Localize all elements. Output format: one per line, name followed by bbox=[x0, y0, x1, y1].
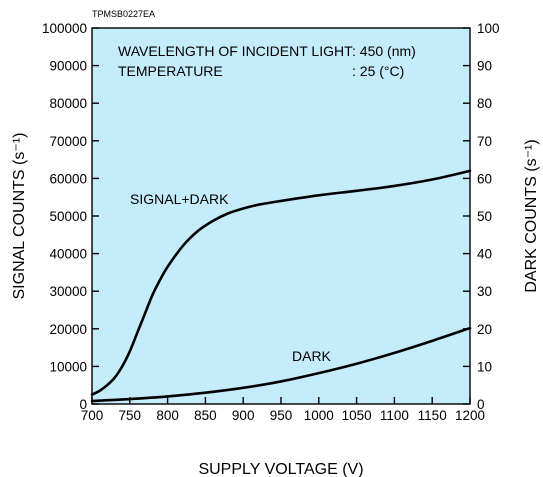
y-axis-right-title: DARK COUNTS (s⁻¹) bbox=[523, 139, 540, 292]
series-line-signal-dark bbox=[90, 169, 472, 396]
y-left-tick-label: 70000 bbox=[49, 134, 87, 149]
series-label-dark: DARK bbox=[292, 348, 332, 364]
y-left-tick-label: 60000 bbox=[49, 171, 87, 186]
y-left-tick-label: 0 bbox=[79, 397, 87, 412]
y-right-tick-label: 70 bbox=[477, 134, 492, 149]
y-axis-left-title: SIGNAL COUNTS (s⁻¹) bbox=[11, 133, 28, 300]
x-tick-label: 950 bbox=[270, 408, 293, 423]
y-left-tick-label: 20000 bbox=[49, 322, 87, 337]
x-tick-label: 850 bbox=[194, 408, 217, 423]
series-line-dark bbox=[90, 326, 472, 403]
y-right-tick-label: 60 bbox=[477, 171, 492, 186]
y-right-tick-label: 0 bbox=[477, 397, 485, 412]
y-right-tick-label: 20 bbox=[477, 322, 492, 337]
annotation-temperature-value: : 25 (°C) bbox=[352, 63, 404, 79]
y-left-tick-label: 90000 bbox=[49, 59, 87, 74]
series-label-signal-dark: SIGNAL+DARK bbox=[130, 191, 229, 207]
y-left-tick-label: 30000 bbox=[49, 284, 87, 299]
annotation-temperature-label: TEMPERATURE bbox=[118, 63, 223, 79]
x-tick-label: 900 bbox=[232, 408, 255, 423]
y-right-tick-label: 80 bbox=[477, 96, 492, 111]
y-left-tick-label: 80000 bbox=[49, 96, 87, 111]
x-tick-label: 1200 bbox=[455, 408, 485, 423]
y-left-tick-label: 50000 bbox=[49, 209, 87, 224]
y-right-tick-label: 90 bbox=[477, 59, 492, 74]
y-left-tick-label: 100000 bbox=[42, 21, 87, 36]
y-right-tick-label: 30 bbox=[477, 284, 492, 299]
annotation-wavelength-value: : 450 (nm) bbox=[352, 43, 416, 59]
plot-area bbox=[91, 27, 471, 405]
x-tick-label: 1100 bbox=[380, 408, 409, 423]
x-tick-label: 1150 bbox=[418, 408, 447, 423]
y-right-tick-label: 50 bbox=[477, 209, 492, 224]
y-left-tick-label: 10000 bbox=[49, 359, 87, 374]
x-tick-label: 1000 bbox=[304, 408, 334, 423]
y-right-tick-label: 10 bbox=[477, 359, 492, 374]
y-right-tick-label: 100 bbox=[477, 21, 500, 36]
x-tick-label: 750 bbox=[119, 408, 142, 423]
x-tick-label: 700 bbox=[81, 408, 104, 423]
y-right-tick-label: 40 bbox=[477, 247, 492, 262]
annotation-wavelength-label: WAVELENGTH OF INCIDENT LIGHT bbox=[118, 43, 353, 59]
figure-code: TPMSB0227EA bbox=[92, 9, 155, 19]
y-left-tick-label: 40000 bbox=[49, 247, 87, 262]
x-tick-label: 800 bbox=[156, 408, 179, 423]
x-axis-title: SUPPLY VOLTAGE (V) bbox=[198, 461, 363, 477]
x-tick-label: 1050 bbox=[342, 408, 372, 423]
